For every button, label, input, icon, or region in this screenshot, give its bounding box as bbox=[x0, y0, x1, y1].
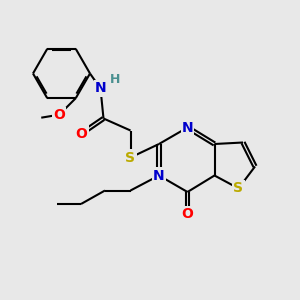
Text: H: H bbox=[110, 73, 121, 86]
Text: O: O bbox=[182, 208, 194, 221]
Text: N: N bbox=[182, 121, 193, 134]
Text: S: S bbox=[233, 182, 244, 195]
Text: N: N bbox=[95, 82, 106, 95]
Text: O: O bbox=[76, 127, 88, 140]
Text: S: S bbox=[125, 151, 136, 164]
Text: O: O bbox=[53, 108, 65, 122]
Text: N: N bbox=[153, 169, 165, 182]
